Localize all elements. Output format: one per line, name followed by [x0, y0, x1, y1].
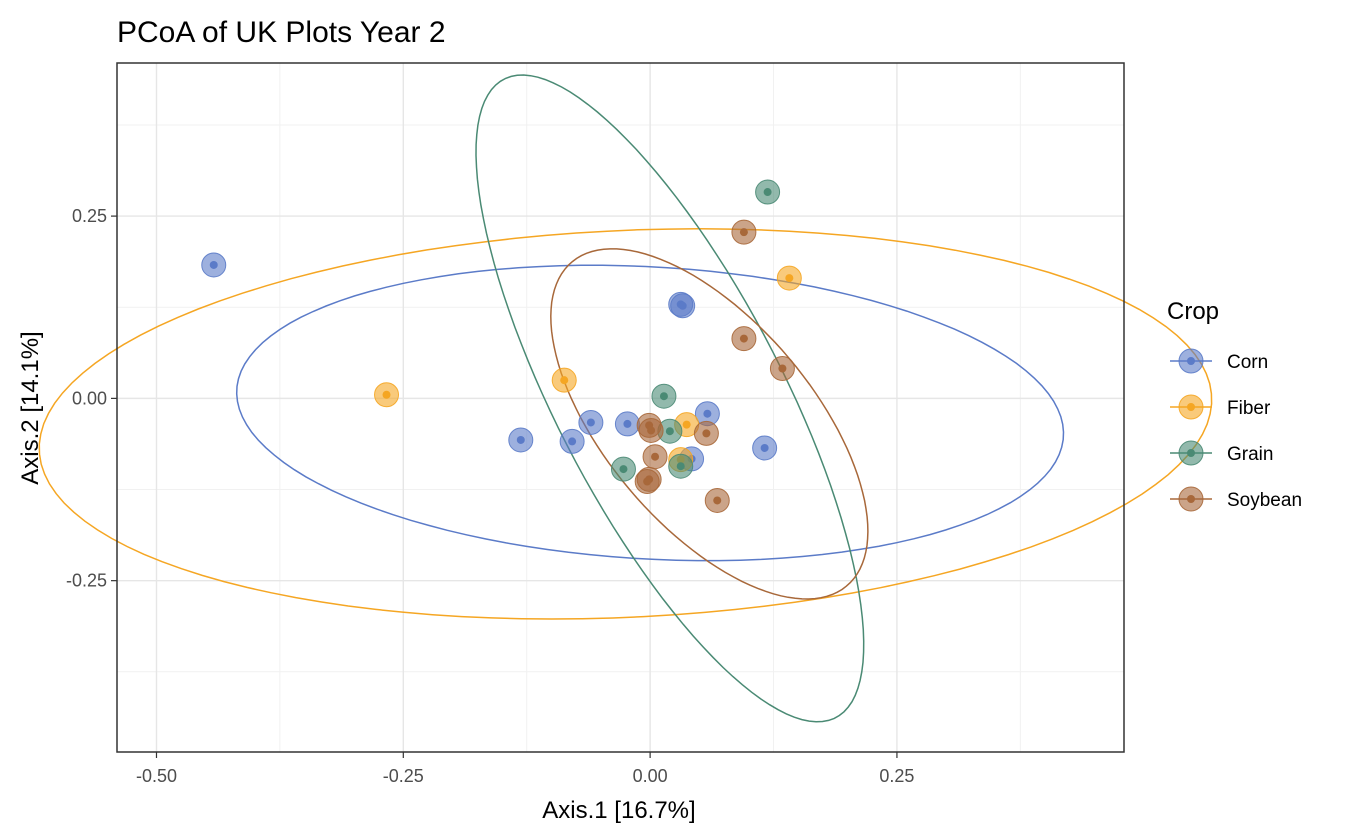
point-center-soybean [651, 452, 660, 461]
legend-key-center [1187, 449, 1195, 457]
point-center-soybean [778, 364, 787, 373]
point-center-soybean [739, 334, 748, 343]
point-center-corn [760, 443, 769, 452]
point-center-corn [586, 418, 595, 427]
point-center-corn [703, 409, 712, 418]
ellipse-corn [235, 264, 1065, 562]
legend: Crop Corn Fiber Grain Soybean [1167, 298, 1302, 512]
legend-item-soybean: Soybean [1170, 486, 1302, 512]
ellipse-fiber [38, 228, 1213, 620]
legend-label: Corn [1227, 352, 1268, 373]
y-tick-label: 0.00 [72, 388, 107, 408]
point-center-grain [665, 427, 674, 436]
legend-title: Crop [1167, 298, 1219, 325]
point-center-corn [623, 419, 632, 428]
data-points [201, 179, 802, 513]
point-center-corn [678, 301, 687, 310]
legend-label: Grain [1227, 444, 1273, 465]
point-center-corn [516, 435, 525, 444]
point-center-fiber [560, 376, 569, 385]
x-tick-label: 0.00 [633, 766, 668, 786]
x-axis-title: Axis.1 [16.7%] [542, 797, 695, 824]
legend-key-center [1187, 403, 1195, 411]
point-center-soybean [739, 228, 748, 237]
point-center-grain [676, 462, 685, 471]
grid-lines [117, 63, 1124, 752]
point-center-fiber [785, 274, 794, 283]
point-center-fiber [382, 390, 391, 399]
legend-item-fiber: Fiber [1170, 394, 1271, 420]
point-center-grain [659, 392, 668, 401]
ellipse-grain [475, 74, 865, 723]
legend-label: Soybean [1227, 490, 1302, 511]
point-center-grain [619, 465, 628, 474]
x-tick-label: -0.25 [383, 766, 424, 786]
legend-key-center [1187, 495, 1195, 503]
y-axis-title: Axis.2 [14.1%] [17, 331, 44, 484]
ellipse-soybean [550, 248, 869, 600]
point-center-corn [568, 437, 577, 446]
legend-key-center [1187, 357, 1195, 365]
point-center-soybean [713, 496, 722, 505]
legend-label: Fiber [1227, 398, 1271, 419]
x-tick-label: 0.25 [879, 766, 914, 786]
y-tick-label: 0.25 [72, 206, 107, 226]
axis-ticks: -0.50 -0.25 0.00 0.25 -0.25 0.00 0.25 [66, 206, 914, 786]
point-center-fiber [682, 420, 691, 429]
legend-item-corn: Corn [1170, 348, 1268, 374]
legend-item-grain: Grain [1170, 440, 1273, 466]
chart-title: PCoA of UK Plots Year 2 [117, 16, 446, 49]
point-center-soybean [647, 426, 656, 435]
confidence-ellipses [38, 74, 1213, 723]
plot-panel-border [116, 62, 1125, 753]
point-center-soybean [702, 429, 711, 438]
y-tick-label: -0.25 [66, 571, 107, 591]
point-center-grain [763, 188, 772, 197]
point-center-corn [209, 260, 218, 269]
x-tick-label: -0.50 [136, 766, 177, 786]
point-center-soybean [643, 477, 652, 486]
